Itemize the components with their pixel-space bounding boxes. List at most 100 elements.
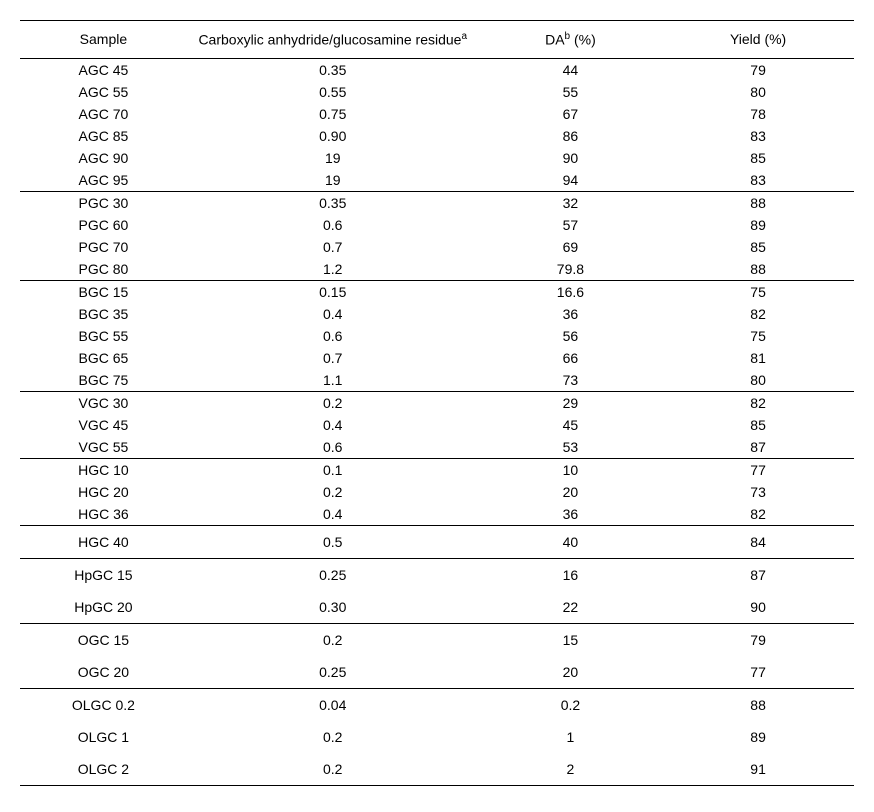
cell-sample: PGC 70 (20, 236, 187, 258)
header-yield-text: Yield (%) (730, 31, 786, 47)
cell-da: 32 (479, 191, 662, 214)
cell-yield: 82 (662, 503, 854, 526)
data-table: Sample Carboxylic anhydride/glucosamine … (20, 20, 854, 786)
cell-yield: 80 (662, 81, 854, 103)
cell-sample: AGC 70 (20, 103, 187, 125)
cell-carb: 0.15 (187, 280, 479, 303)
table-row: AGC 850.908683 (20, 125, 854, 147)
cell-da: 53 (479, 436, 662, 459)
cell-da: 73 (479, 369, 662, 392)
cell-carb: 0.4 (187, 414, 479, 436)
table-row: PGC 300.353288 (20, 191, 854, 214)
cell-carb: 0.25 (187, 558, 479, 591)
cell-yield: 90 (662, 591, 854, 624)
cell-yield: 87 (662, 436, 854, 459)
cell-da: 22 (479, 591, 662, 624)
cell-da: 79.8 (479, 258, 662, 281)
cell-sample: HGC 20 (20, 481, 187, 503)
cell-yield: 81 (662, 347, 854, 369)
cell-carb: 0.1 (187, 458, 479, 481)
cell-da: 67 (479, 103, 662, 125)
table-row: OLGC 0.20.040.288 (20, 688, 854, 721)
cell-sample: OLGC 1 (20, 721, 187, 753)
table-row: BGC 350.43682 (20, 303, 854, 325)
cell-da: 16 (479, 558, 662, 591)
cell-yield: 79 (662, 58, 854, 81)
header-da-suffix: (%) (570, 32, 596, 48)
table-row: AGC 450.354479 (20, 58, 854, 81)
cell-carb: 0.2 (187, 623, 479, 656)
cell-yield: 84 (662, 525, 854, 558)
table-row: HGC 100.11077 (20, 458, 854, 481)
cell-sample: HGC 40 (20, 525, 187, 558)
table-row: BGC 650.76681 (20, 347, 854, 369)
cell-carb: 0.04 (187, 688, 479, 721)
header-row: Sample Carboxylic anhydride/glucosamine … (20, 21, 854, 59)
cell-sample: PGC 80 (20, 258, 187, 281)
cell-carb: 0.7 (187, 236, 479, 258)
header-yield: Yield (%) (662, 21, 854, 59)
table-row: BGC 150.1516.675 (20, 280, 854, 303)
cell-da: 36 (479, 503, 662, 526)
table-row: OGC 200.252077 (20, 656, 854, 689)
cell-yield: 85 (662, 236, 854, 258)
cell-da: 94 (479, 169, 662, 192)
cell-sample: HGC 10 (20, 458, 187, 481)
header-da-prefix: DA (545, 32, 564, 48)
cell-yield: 89 (662, 721, 854, 753)
cell-sample: HGC 36 (20, 503, 187, 526)
cell-da: 44 (479, 58, 662, 81)
cell-yield: 91 (662, 753, 854, 786)
cell-sample: AGC 55 (20, 81, 187, 103)
cell-yield: 89 (662, 214, 854, 236)
cell-da: 57 (479, 214, 662, 236)
cell-carb: 1.1 (187, 369, 479, 392)
cell-sample: OLGC 0.2 (20, 688, 187, 721)
table-row: VGC 300.22982 (20, 391, 854, 414)
cell-da: 56 (479, 325, 662, 347)
cell-yield: 77 (662, 458, 854, 481)
table-row: OLGC 20.2291 (20, 753, 854, 786)
table-row: OLGC 10.2189 (20, 721, 854, 753)
cell-carb: 0.5 (187, 525, 479, 558)
table-body: AGC 450.354479AGC 550.555580AGC 700.7567… (20, 58, 854, 785)
header-carb-text: Carboxylic anhydride/glucosamine residue (198, 32, 461, 48)
cell-da: 66 (479, 347, 662, 369)
table-row: BGC 751.17380 (20, 369, 854, 392)
cell-carb: 0.6 (187, 214, 479, 236)
header-da: DAb (%) (479, 21, 662, 59)
cell-carb: 0.2 (187, 753, 479, 786)
cell-sample: PGC 30 (20, 191, 187, 214)
cell-da: 69 (479, 236, 662, 258)
cell-sample: BGC 35 (20, 303, 187, 325)
cell-carb: 0.55 (187, 81, 479, 103)
table-row: AGC 700.756778 (20, 103, 854, 125)
cell-yield: 85 (662, 414, 854, 436)
cell-sample: AGC 90 (20, 147, 187, 169)
cell-yield: 82 (662, 303, 854, 325)
cell-sample: PGC 60 (20, 214, 187, 236)
cell-carb: 0.4 (187, 303, 479, 325)
cell-yield: 75 (662, 280, 854, 303)
cell-da: 15 (479, 623, 662, 656)
cell-sample: AGC 85 (20, 125, 187, 147)
cell-carb: 0.2 (187, 481, 479, 503)
table-row: HGC 360.43682 (20, 503, 854, 526)
table-row: VGC 550.65387 (20, 436, 854, 459)
cell-carb: 1.2 (187, 258, 479, 281)
cell-da: 55 (479, 81, 662, 103)
cell-yield: 83 (662, 125, 854, 147)
table-row: HGC 400.54084 (20, 525, 854, 558)
cell-carb: 0.6 (187, 436, 479, 459)
cell-carb: 0.2 (187, 721, 479, 753)
cell-sample: HpGC 15 (20, 558, 187, 591)
cell-yield: 79 (662, 623, 854, 656)
cell-sample: BGC 55 (20, 325, 187, 347)
cell-yield: 80 (662, 369, 854, 392)
cell-da: 20 (479, 481, 662, 503)
cell-yield: 83 (662, 169, 854, 192)
table-row: PGC 600.65789 (20, 214, 854, 236)
table-header: Sample Carboxylic anhydride/glucosamine … (20, 21, 854, 59)
cell-yield: 78 (662, 103, 854, 125)
table-row: OGC 150.21579 (20, 623, 854, 656)
